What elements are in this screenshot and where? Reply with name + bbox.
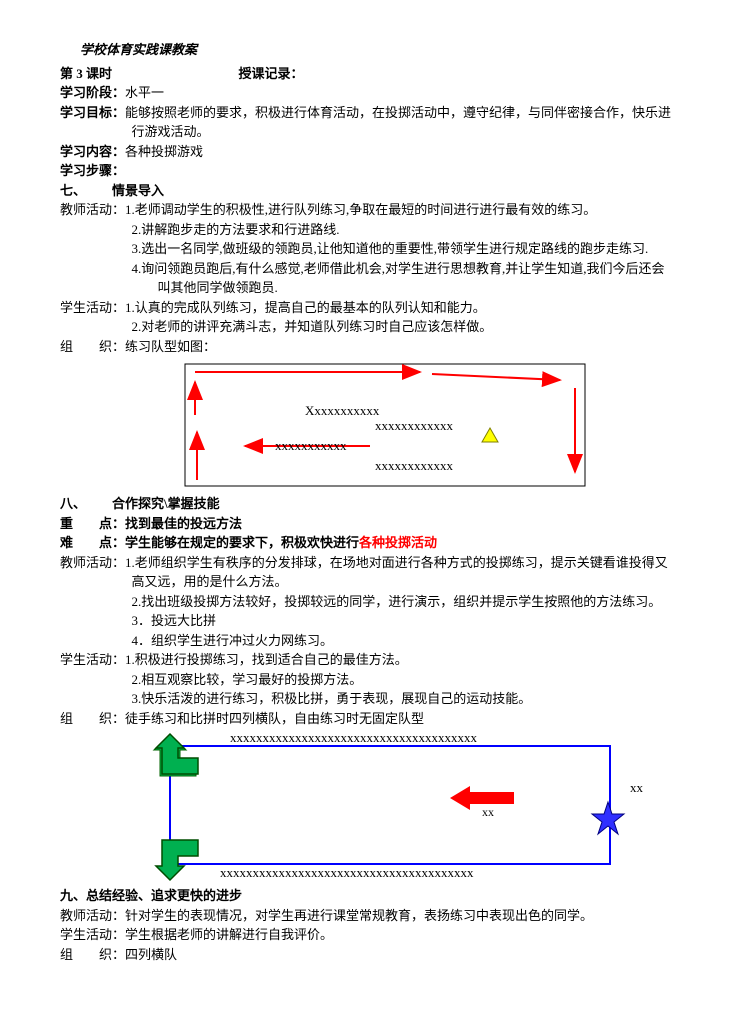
student-label: 学生活动：	[60, 300, 125, 315]
sec9-title: 总结经验、追求更快的进步	[86, 888, 242, 903]
sec7-student-1: 学生活动：1.认真的完成队列练习，提高自己的最基本的队列认知和能力。	[60, 298, 677, 318]
sec8-hard: 难 点：学生能够在规定的要求下，积极欢快进行各种投掷活动	[60, 533, 677, 553]
sec8-t4: 4．组织学生进行冲过火力网练习。	[60, 631, 677, 651]
teacher-label: 教师活动：	[60, 202, 125, 217]
sec7-org: 组 织：练习队型如图：	[60, 337, 677, 357]
sec8-num: 八、	[60, 496, 86, 511]
sec7-teacher-1: 教师活动：1.老师调动学生的积极性,进行队列练习,争取在最短的时间进行进行最有效…	[60, 200, 677, 220]
sec8-org: 组 织：徒手练习和比拼时四列横队，自由练习时无固定队型	[60, 709, 677, 729]
goal-value: 能够按照老师的要求，积极进行体育活动，在投掷活动中，遵守纪律，与同伴密接合作，快…	[125, 105, 671, 140]
student-label: 学生活动：	[60, 927, 125, 942]
diagram-box	[170, 746, 610, 864]
content-label: 学习内容：	[60, 144, 125, 159]
sec8-s3: 3.快乐活泼的进行练习，积极比拼，勇于表现，展现自己的运动技能。	[60, 689, 677, 709]
steps-label: 学习步骤：	[60, 161, 677, 181]
x-bottom-text: xxxxxxxxxxxxxxxxxxxxxxxxxxxxxxxxxxxxxxx	[220, 865, 474, 880]
teacher-label: 教师活动：	[60, 555, 125, 570]
sec8-diagram: xxxxxxxxxxxxxxxxxxxxxxxxxxxxxxxxxxxxxx x…	[100, 732, 677, 882]
doc-title: 学校体育实践课教案	[80, 40, 677, 60]
sec9-num: 九、	[60, 888, 86, 903]
hard-value-pre: 学生能够在规定的要求下，积极欢快进行	[125, 535, 359, 550]
sec7-t3: 3.选出一名同学,做班级的领跑员,让他知道他的重要性,带领学生进行规定路线的跑步…	[60, 239, 677, 259]
sec9-student-value: 学生根据老师的讲解进行自我评价。	[125, 927, 333, 942]
star-icon	[592, 802, 624, 834]
sec8-s1: 1.积极进行投掷练习，找到适合自己的最佳方法。	[125, 652, 408, 667]
sec7-t1: 1.老师调动学生的积极性,进行队列练习,争取在最短的时间进行进行最有效的练习。	[125, 202, 596, 217]
sec8-t1: 1.老师组织学生有秩序的分发排球，在场地对面进行各种方式的投掷练习，提示关键看谁…	[125, 555, 668, 590]
xx-right: xx	[630, 780, 644, 795]
sec8-s2: 2.相互观察比较，学习最好的投掷方法。	[60, 670, 677, 690]
sec8-t2: 2.找出班级投掷方法较好，投掷较远的同学，进行演示，组织并提示学生按照他的方法练…	[60, 592, 677, 612]
org-label: 组 织：	[60, 711, 125, 726]
content-row: 学习内容：各种投掷游戏	[60, 142, 677, 162]
l-arrow-up-icon	[156, 734, 198, 774]
xx-mid: xx	[482, 805, 494, 819]
sec9-heading: 九、总结经验、追求更快的进步	[60, 886, 677, 906]
teacher-label: 教师活动：	[60, 908, 125, 923]
sec9-org: 组 织：四列横队	[60, 945, 677, 965]
sec9-student: 学生活动：学生根据老师的讲解进行自我评价。	[60, 925, 677, 945]
hard-label: 难 点：	[60, 535, 125, 550]
x-text: Xxxxxxxxxxx	[305, 403, 380, 418]
sec7-t2: 2.讲解跑步走的方法要求和行进路线.	[60, 220, 677, 240]
student-label: 学生活动：	[60, 652, 125, 667]
sec7-org-value: 练习队型如图：	[125, 339, 216, 354]
key-value: 找到最佳的投远方法	[125, 516, 242, 531]
sec8-key: 重 点：找到最佳的投远方法	[60, 514, 677, 534]
stage-label: 学习阶段：	[60, 85, 125, 100]
period-row: 第 3 课时 授课记录：	[60, 64, 677, 84]
sec9-teacher-value: 针对学生的表现情况，对学生再进行课堂常规教育，表扬练习中表现出色的同学。	[125, 908, 593, 923]
org-label: 组 织：	[60, 947, 125, 962]
org-label: 组 织：	[60, 339, 125, 354]
key-label: 重 点：	[60, 516, 125, 531]
arrow-icon	[432, 374, 560, 380]
x-top-text: xxxxxxxxxxxxxxxxxxxxxxxxxxxxxxxxxxxxxx	[230, 732, 478, 745]
sec7-s2: 2.对老师的讲评充满斗志，并知道队列练习时自己应该怎样做。	[60, 317, 677, 337]
x-text: xxxxxxxxxxxx	[375, 458, 454, 473]
sec8-teacher-1: 教师活动：1.老师组织学生有秩序的分发排球，在场地对面进行各种方式的投掷练习，提…	[60, 553, 677, 592]
triangle-icon	[482, 428, 498, 442]
formation-diagram-1: Xxxxxxxxxxx xxxxxxxxxxxx xxxxxxxxxxx xxx…	[120, 360, 590, 490]
sec8-heading: 八、 合作探究\掌握技能	[60, 494, 677, 514]
sec9-org-value: 四列横队	[125, 947, 177, 962]
period-label: 第 3 课时	[60, 66, 112, 81]
x-text: xxxxxxxxxxxx	[375, 418, 454, 433]
sec8-t3: 3．投远大比拼	[60, 611, 677, 631]
x-text: xxxxxxxxxxx	[275, 438, 347, 453]
goal-row: 学习目标：能够按照老师的要求，积极进行体育活动，在投掷活动中，遵守纪律，与同伴密…	[60, 103, 677, 142]
sec8-student-1: 学生活动：1.积极进行投掷练习，找到适合自己的最佳方法。	[60, 650, 677, 670]
sec8-org-value: 徒手练习和比拼时四列横队，自由练习时无固定队型	[125, 711, 424, 726]
formation-diagram-2: xxxxxxxxxxxxxxxxxxxxxxxxxxxxxxxxxxxxxx x…	[100, 732, 660, 882]
sec9-teacher: 教师活动：针对学生的表现情况，对学生再进行课堂常规教育，表扬练习中表现出色的同学…	[60, 906, 677, 926]
l-arrow-down-icon	[156, 840, 198, 880]
sec7-diagram: Xxxxxxxxxxx xxxxxxxxxxxx xxxxxxxxxxx xxx…	[120, 360, 677, 490]
content-value: 各种投掷游戏	[125, 144, 203, 159]
sec7-title: 情景导入	[112, 183, 164, 198]
hard-value-red: 各种投掷活动	[359, 535, 437, 550]
sec8-title: 合作探究\掌握技能	[112, 496, 220, 511]
record-label: 授课记录：	[239, 66, 304, 81]
sec7-heading: 七、 情景导入	[60, 181, 677, 201]
goal-label: 学习目标：	[60, 105, 125, 120]
sec7-num: 七、	[60, 183, 86, 198]
sec7-t4: 4.询问领跑员跑后,有什么感觉,老师借此机会,对学生进行思想教育,并让学生知道,…	[60, 259, 677, 298]
stage-value: 水平一	[125, 85, 164, 100]
stage-row: 学习阶段：水平一	[60, 83, 677, 103]
sec7-s1: 1.认真的完成队列练习，提高自己的最基本的队列认知和能力。	[125, 300, 486, 315]
